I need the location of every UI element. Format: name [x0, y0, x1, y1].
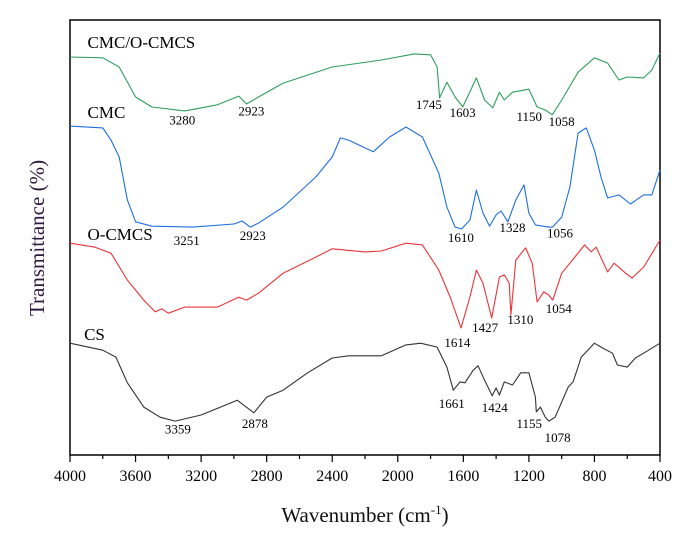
x-tick-label: 3600: [120, 468, 152, 485]
peak-label: 1424: [482, 400, 509, 415]
y-axis-title: Transmittance (%): [25, 160, 49, 316]
peak-label: 3359: [165, 421, 191, 436]
spectrum-o-cmcs: [69, 239, 661, 329]
peak-label: 1058: [549, 114, 575, 129]
spectrum-cs: [69, 342, 661, 422]
x-tick-label: 2800: [251, 468, 283, 485]
x-tick-label: 4000: [54, 468, 86, 485]
peak-label: 1328: [500, 220, 526, 235]
peak-label: 1056: [547, 226, 574, 241]
peak-label: 2923: [238, 104, 264, 119]
peak-label: 1078: [545, 430, 571, 445]
x-tick-label: 3200: [185, 468, 217, 485]
spectrum-cmc-o-cmcs: [69, 52, 661, 116]
x-tick-label: 1200: [513, 468, 545, 485]
x-tick-label: 2400: [316, 468, 348, 485]
peak-label: 2878: [242, 416, 268, 431]
peak-label: 1745: [416, 97, 442, 112]
series-label: CMC/O-CMCS: [88, 33, 196, 52]
x-axis: 4000 3600 3200 2800 2400 2000 1600 1200 800 400: [54, 455, 672, 485]
x-tick-label: 2000: [382, 468, 414, 485]
series-label: O-CMCS: [88, 225, 153, 244]
peak-label: 3280: [169, 112, 195, 127]
spectrum-cmc: [69, 125, 661, 230]
peak-label: 1661: [439, 396, 465, 411]
peak-label: 2923: [240, 228, 266, 243]
peak-label: 1427: [472, 320, 499, 335]
peak-label: 1614: [444, 335, 471, 350]
peak-label: 1610: [448, 230, 474, 245]
series-label: CS: [84, 325, 105, 344]
x-axis-title: Wavenumber (cm-1): [281, 502, 448, 527]
peak-label: 1603: [450, 105, 476, 120]
annotations: CMC/O-CMCS 3280 2923 1745 1603 1150 1058 CMC 325…: [84, 33, 575, 445]
series-label: CMC: [88, 103, 126, 122]
peak-label: 1155: [516, 416, 542, 431]
x-tick-label: 1600: [447, 468, 479, 485]
peak-label: 3251: [174, 233, 200, 248]
peak-label: 1310: [507, 312, 533, 327]
peak-label: 1054: [546, 301, 573, 316]
peak-label: 1150: [516, 109, 542, 124]
x-tick-label: 400: [648, 468, 672, 485]
spectra: [69, 52, 661, 422]
x-tick-label: 800: [582, 468, 606, 485]
